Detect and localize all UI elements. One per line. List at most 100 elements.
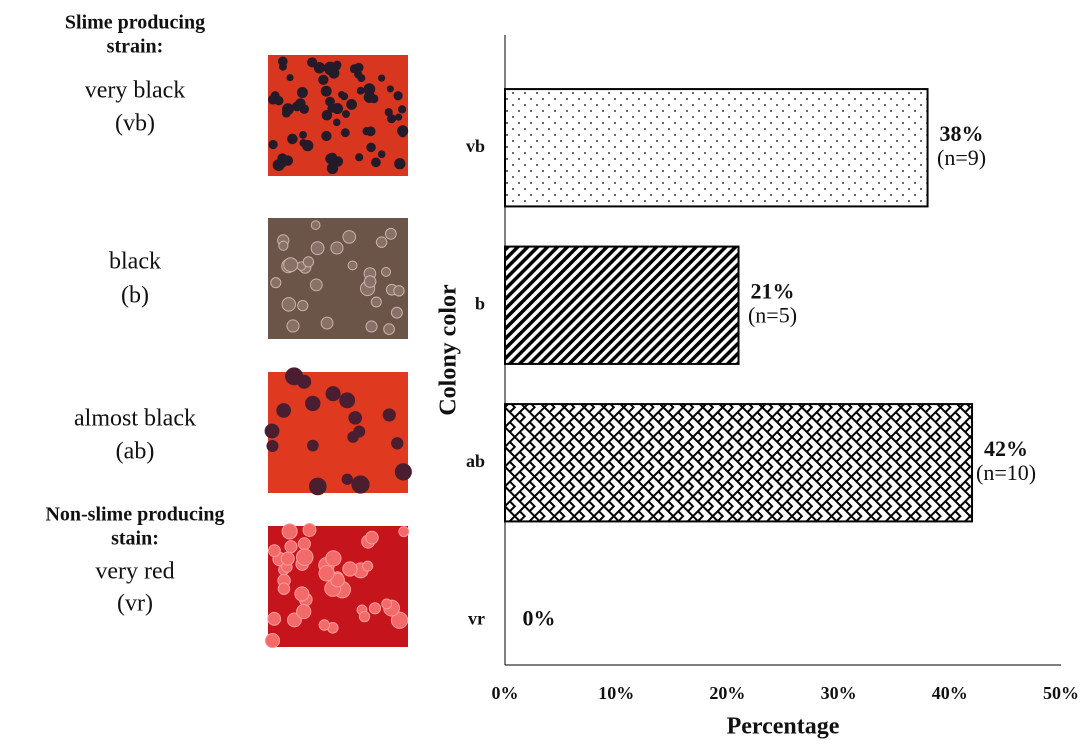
colony — [331, 102, 344, 115]
sample-label: black — [109, 249, 161, 275]
colony — [307, 439, 319, 452]
value-label: 38% — [940, 121, 984, 146]
colony — [332, 118, 341, 127]
value-label: 0% — [523, 605, 556, 630]
colony — [309, 278, 323, 292]
sample-size: (n=9) — [937, 145, 986, 170]
value-label: 21% — [751, 278, 795, 303]
colony — [393, 91, 403, 101]
colony — [313, 62, 326, 74]
colony — [340, 128, 350, 138]
group-heading: stain: — [111, 528, 159, 550]
colony — [299, 131, 307, 139]
colony — [297, 537, 311, 551]
x-tick-label: 40% — [932, 683, 968, 703]
colony — [371, 157, 381, 168]
bar — [504, 403, 974, 523]
colony — [375, 236, 388, 248]
colony — [353, 425, 366, 438]
colony — [270, 277, 282, 289]
colony — [382, 408, 396, 422]
colony — [363, 91, 376, 103]
colony — [377, 150, 386, 159]
colony — [302, 256, 315, 268]
colony — [267, 544, 281, 558]
colony — [384, 227, 397, 240]
colony — [296, 86, 308, 98]
colony — [366, 142, 376, 153]
sample-size: (n=5) — [748, 302, 797, 327]
colony — [294, 586, 310, 602]
colony — [321, 109, 333, 121]
colony — [326, 162, 339, 174]
y-axis-title: Colony color — [436, 284, 462, 416]
colony — [365, 320, 378, 333]
colony — [267, 611, 282, 626]
colony — [393, 285, 405, 297]
x-tick-label: 20% — [709, 683, 745, 703]
colony — [395, 113, 403, 121]
colony — [281, 523, 298, 540]
sample-label: (ab) — [116, 439, 155, 465]
colony — [398, 105, 407, 114]
colony — [266, 440, 279, 453]
colony — [295, 98, 306, 109]
group-heading: Slime producing — [65, 12, 205, 34]
colony — [362, 127, 371, 136]
colony — [318, 74, 329, 85]
colony — [297, 299, 309, 312]
colony — [320, 85, 332, 97]
colony — [349, 64, 359, 74]
colony — [324, 61, 337, 74]
sample-label: almost black — [74, 406, 196, 432]
colony — [296, 548, 314, 566]
colony — [398, 129, 407, 138]
colony — [278, 240, 289, 251]
bar — [504, 245, 740, 365]
sample-label: (b) — [121, 283, 149, 309]
sample-label: very black — [85, 78, 186, 104]
colony — [394, 158, 406, 170]
x-tick-label: 0% — [492, 683, 519, 703]
y-tick-label: b — [475, 293, 485, 313]
colony — [278, 62, 287, 71]
colony — [281, 297, 297, 312]
colony — [365, 530, 379, 545]
colony — [338, 91, 346, 99]
colony — [348, 411, 363, 425]
colony — [318, 619, 331, 631]
y-tick-label: vb — [466, 136, 485, 156]
colony — [325, 550, 342, 567]
colony — [339, 392, 356, 409]
colony — [356, 86, 365, 95]
sample-label: very red — [95, 559, 174, 585]
colony — [318, 565, 335, 582]
sample-size: (n=10) — [976, 460, 1036, 485]
colony — [286, 74, 294, 82]
colony — [363, 275, 377, 288]
colony — [286, 319, 300, 333]
colony — [394, 463, 412, 481]
colony — [342, 561, 358, 577]
colony-photos — [264, 55, 412, 649]
colony — [325, 153, 336, 165]
value-label: 42% — [984, 436, 1028, 461]
group-heading: Non-slime producing — [45, 504, 224, 526]
colony — [276, 403, 291, 418]
colony — [282, 155, 294, 166]
colony — [351, 475, 370, 494]
colony — [307, 57, 318, 68]
colony — [302, 139, 314, 152]
y-tick-label: ab — [466, 451, 485, 471]
x-tick-label: 50% — [1043, 683, 1079, 703]
colony — [277, 582, 291, 595]
sample-label: (vr) — [117, 591, 153, 617]
colony — [390, 611, 409, 629]
colony — [347, 260, 358, 271]
colony — [390, 306, 403, 319]
colony — [387, 114, 397, 124]
colony — [325, 386, 341, 402]
colony — [357, 74, 366, 83]
